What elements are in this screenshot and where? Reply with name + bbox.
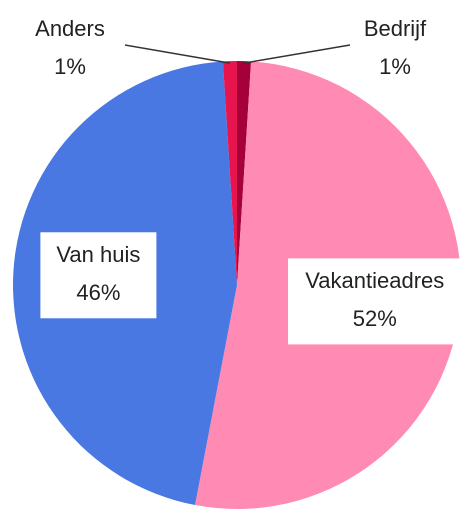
leader-line [124,44,231,64]
leader-line [243,44,351,64]
category-label: Vakantieadres [305,268,444,293]
pie-slice [237,61,252,285]
label-box [40,232,157,319]
value-label: 52% [353,306,397,331]
category-label: Anders [35,16,105,41]
value-label: 1% [379,54,411,79]
category-label: Bedrijf [364,16,427,41]
pie-slice [222,61,237,285]
value-label: 1% [54,54,86,79]
value-label: 46% [76,280,120,305]
category-label: Van huis [56,242,140,267]
label-box [288,258,462,345]
